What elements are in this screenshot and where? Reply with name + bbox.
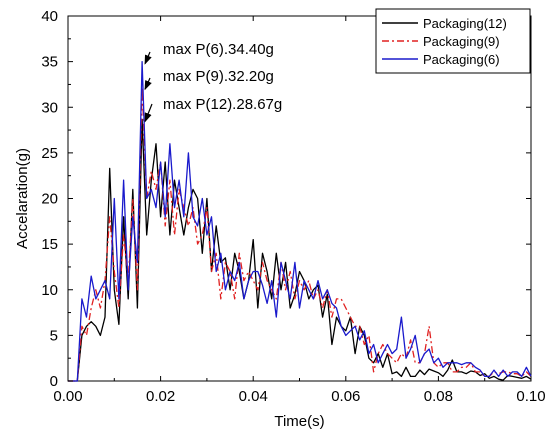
annotation-arrow: [144, 77, 152, 91]
x-tick-label: 0.06: [331, 388, 360, 405]
x-tick-label: 0.04: [239, 388, 268, 405]
x-tick-label: 0.10: [516, 388, 545, 405]
x-tick-label: 0.02: [146, 388, 175, 405]
series-line-1: [68, 118, 532, 382]
y-axis-label: Accelaration(g): [14, 148, 31, 249]
legend-label: Packaging(9): [423, 34, 500, 49]
annotations-layer: max P(6).34.40g max P(9).32.20g max P(12).…: [144, 41, 282, 123]
y-tick-label: 20: [41, 191, 58, 208]
y-tick-label: 30: [41, 99, 58, 116]
x-tick-label: 0.08: [424, 388, 453, 405]
annotation-arrow: [144, 51, 152, 65]
y-tick-label: 35: [41, 54, 58, 71]
annotation-label: max P(6).34.40g: [163, 41, 274, 58]
axes-layer: 0.00 0.02 0.04 0.06 0.08 0.10 0 5 10 15 20 25 30 35 40…: [14, 8, 546, 430]
y-tick-label: 40: [41, 8, 58, 25]
legend-label: Packaging(12): [423, 16, 507, 31]
legend-label: Packaging(6): [423, 52, 500, 67]
y-tick-label: 10: [41, 282, 58, 299]
y-tick-label: 15: [41, 236, 58, 253]
series-line-2: [68, 86, 532, 382]
series-line-3: [68, 60, 532, 382]
legend: Packaging(12) Packaging(9) Packaging(6): [375, 8, 531, 74]
annotation-label: max P(12).28.67g: [163, 96, 282, 113]
x-tick-label: 0.00: [53, 388, 82, 405]
x-axis-label: Time(s): [274, 413, 324, 430]
series-layer: [68, 60, 532, 382]
y-tick-label: 0: [50, 373, 58, 390]
annotation-label: max P(9).32.20g: [163, 68, 274, 85]
y-tick-label: 25: [41, 145, 58, 162]
y-tick-label: 5: [50, 327, 58, 344]
annotation-arrow: [144, 103, 153, 123]
